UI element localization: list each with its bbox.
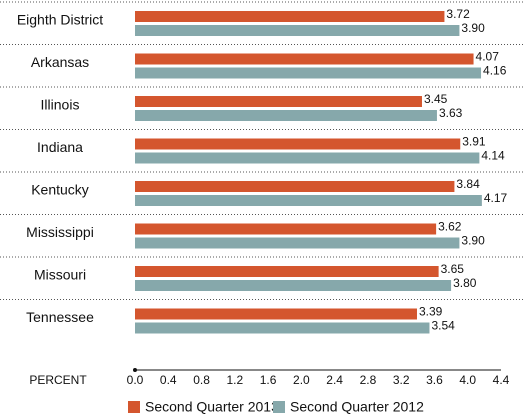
value-label: 3.80: [453, 276, 477, 290]
x-tick-label: 0.8: [193, 373, 210, 387]
value-label: 3.90: [461, 21, 485, 35]
bar: [135, 322, 430, 334]
bar: [135, 223, 437, 235]
value-label: 3.65: [441, 262, 465, 276]
x-tick-label: 2.0: [293, 373, 310, 387]
category-label: Mississippi: [26, 224, 94, 240]
value-label: 4.07: [476, 50, 500, 64]
bar: [135, 195, 482, 206]
category-label: Missouri: [34, 267, 86, 283]
category-label: Indiana: [37, 139, 83, 155]
bar: [135, 308, 417, 320]
x-tick-label: 2.4: [326, 373, 343, 387]
legend-label: Second Quarter 2013: [145, 399, 279, 415]
x-tick-label: 1.6: [260, 373, 277, 387]
bar: [135, 237, 460, 249]
legend-label: Second Quarter 2012: [290, 399, 424, 415]
value-label: 3.45: [424, 92, 448, 106]
bar: [135, 138, 461, 150]
category-label: Illinois: [41, 97, 80, 113]
x-axis-label: PERCENT: [29, 373, 87, 387]
bar: [135, 25, 460, 36]
value-label: 4.16: [483, 64, 507, 78]
bar: [135, 110, 437, 121]
bar: [135, 11, 445, 22]
bar: [135, 181, 455, 192]
value-label: 3.84: [456, 177, 480, 191]
value-label: 4.14: [481, 149, 505, 163]
x-tick-label: 0.4: [160, 373, 177, 387]
category-label: Kentucky: [31, 182, 89, 198]
bar: [135, 96, 422, 107]
x-tick-label: 3.6: [426, 373, 443, 387]
bar: [135, 67, 482, 79]
value-label: 3.54: [431, 319, 455, 333]
x-tick-label: 4.0: [459, 373, 476, 387]
legend-swatch: [128, 401, 140, 413]
legend-swatch: [273, 401, 285, 413]
x-tick-label: 1.2: [226, 373, 243, 387]
category-label: Arkansas: [31, 54, 89, 70]
value-label: 3.62: [438, 220, 462, 234]
category-label: Tennessee: [26, 309, 94, 325]
value-label: 3.91: [462, 135, 486, 149]
bar: [135, 152, 480, 164]
value-label: 4.17: [484, 191, 508, 205]
x-tick-label: 4.4: [493, 373, 510, 387]
value-label: 3.39: [419, 305, 443, 319]
bar: [135, 280, 452, 291]
axis-origin: [133, 368, 137, 372]
value-label: 3.63: [439, 106, 463, 120]
value-label: 3.72: [446, 7, 470, 21]
x-tick-label: 0.0: [127, 373, 144, 387]
bar: [135, 266, 439, 277]
category-label: Eighth District: [17, 12, 103, 28]
value-label: 3.90: [461, 234, 485, 248]
bar: [135, 53, 474, 65]
x-tick-label: 2.8: [360, 373, 377, 387]
x-tick-label: 3.2: [393, 373, 410, 387]
